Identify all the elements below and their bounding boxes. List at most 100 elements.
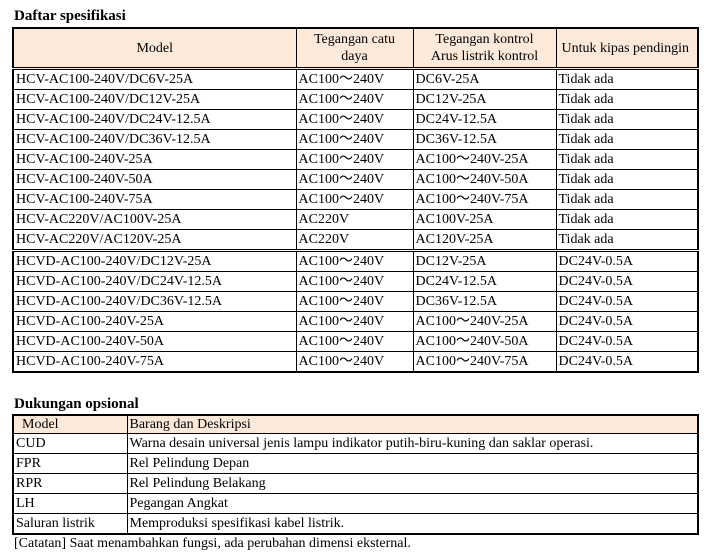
model-cell: HCV-AC100-240V/DC6V-25A xyxy=(12,68,297,90)
supply-voltage-cell: AC100～240V xyxy=(295,149,414,170)
option-header-description-label: Barang dan Deskripsi xyxy=(129,417,251,432)
header-supply-voltage: Tegangan catu daya xyxy=(295,28,414,70)
model-cell: HCV-AC100-240V/DC12V-25A xyxy=(12,89,297,110)
header-fan-label: Untuk kipas pendingin xyxy=(561,40,690,56)
supply-voltage-cell: AC100～240V xyxy=(295,331,414,352)
supply-voltage-cell: AC100～240V xyxy=(295,89,414,110)
table-row: Saluran listrik Memproduksi spesifikasi k… xyxy=(12,513,699,535)
header-model-label: Model xyxy=(136,40,174,56)
spec-table: Model Tegangan catu daya Tegangan kontro… xyxy=(12,27,699,373)
option-description-cell: Pegangan Angkat xyxy=(126,493,699,514)
control-cell: AC120V-25A xyxy=(412,229,557,251)
control-cell: DC12V-25A xyxy=(412,249,557,272)
cooling-fan-cell: Tidak ada xyxy=(555,109,699,130)
option-header-row: Model Barang dan Deskripsi xyxy=(12,414,699,434)
model-cell: HCV-AC100-240V/DC36V-12.5A xyxy=(12,129,297,150)
table-row: HCV-AC100-240V-50A AC100～240V AC100～240V-5… xyxy=(12,169,699,190)
control-cell: AC100～240V-75A xyxy=(412,351,557,373)
cooling-fan-cell: DC24V-0.5A xyxy=(555,351,699,373)
option-header-model: Model xyxy=(12,414,128,434)
table-row: HCVD-AC100-240V-25A AC100～240V AC100～240V-… xyxy=(12,311,699,332)
header-control: Tegangan kontrol Arus listrik kontrol xyxy=(412,28,557,70)
option-section-title: Dukungan opsional xyxy=(14,396,139,412)
cooling-fan-cell: Tidak ada xyxy=(555,68,699,90)
header-supply-line1: Tegangan catu xyxy=(313,32,396,47)
supply-voltage-cell: AC100～240V xyxy=(295,291,414,312)
cooling-fan-cell: Tidak ada xyxy=(555,149,699,170)
table-row: HCV-AC100-240V-25A AC100～240V AC100～240V-2… xyxy=(12,149,699,170)
table-row: HCVD-AC100-240V-50A AC100～240V AC100～240V-… xyxy=(12,331,699,352)
spec-section-title: Daftar spesifikasi xyxy=(14,8,126,24)
model-cell: HCV-AC100-240V-75A xyxy=(12,189,297,210)
table-row: HCV-AC100-240V/DC6V-25A AC100～240V DC6V-25… xyxy=(12,68,699,90)
cooling-fan-cell: Tidak ada xyxy=(555,189,699,210)
model-cell: HCVD-AC100-240V-25A xyxy=(12,311,297,332)
model-cell: HCVD-AC100-240V/DC12V-25A xyxy=(12,249,297,272)
cooling-fan-cell: Tidak ada xyxy=(555,89,699,110)
header-control-line1: Tegangan kontrol xyxy=(435,32,534,47)
control-cell: DC24V-12.5A xyxy=(412,271,557,292)
option-table-body: CUD Warna desain universal jenis lampu in… xyxy=(12,433,699,535)
option-description-cell: Memproduksi spesifikasi kabel listrik. xyxy=(126,513,699,535)
option-description-cell: Rel Pelindung Belakang xyxy=(126,473,699,494)
table-row: HCV-AC220V/AC100V-25A AC220V AC100V-25A Tid… xyxy=(12,209,699,230)
footnote: [Catatan] Saat menambahkan fungsi, ada p… xyxy=(14,536,411,551)
supply-voltage-cell: AC100～240V xyxy=(295,68,414,90)
model-cell: HCV-AC100-240V/DC24V-12.5A xyxy=(12,109,297,130)
control-cell: DC12V-25A xyxy=(412,89,557,110)
option-header-model-label: Model xyxy=(22,417,59,432)
control-cell: AC100～240V-50A xyxy=(412,169,557,190)
table-row: HCV-AC100-240V/DC24V-12.5A AC100～240V DC24… xyxy=(12,109,699,130)
table-row: CUD Warna desain universal jenis lampu in… xyxy=(12,433,699,454)
model-cell: HCVD-AC100-240V/DC24V-12.5A xyxy=(12,271,297,292)
supply-voltage-cell: AC100～240V xyxy=(295,351,414,373)
option-description-cell: Warna desain universal jenis lampu indik… xyxy=(126,433,699,454)
supply-voltage-cell: AC220V xyxy=(295,229,414,251)
control-cell: AC100～240V-25A xyxy=(412,311,557,332)
cooling-fan-cell: DC24V-0.5A xyxy=(555,311,699,332)
table-row: HCVD-AC100-240V/DC24V-12.5A AC100～240V DC2… xyxy=(12,271,699,292)
header-model: Model xyxy=(12,28,297,70)
header-cooling-fan: Untuk kipas pendingin xyxy=(555,28,699,70)
option-model-cell: CUD xyxy=(12,433,128,454)
cooling-fan-cell: Tidak ada xyxy=(555,169,699,190)
table-row: FPR Rel Pelindung Depan xyxy=(12,453,699,474)
cooling-fan-cell: DC24V-0.5A xyxy=(555,249,699,272)
cooling-fan-cell: Tidak ada xyxy=(555,209,699,230)
table-row: HCV-AC100-240V/DC36V-12.5A AC100～240V DC36… xyxy=(12,129,699,150)
table-row: HCV-AC100-240V-75A AC100～240V AC100～240V-7… xyxy=(12,189,699,210)
table-row: HCVD-AC100-240V/DC12V-25A AC100～240V DC12V… xyxy=(12,249,699,272)
supply-voltage-cell: AC100～240V xyxy=(295,311,414,332)
cooling-fan-cell: DC24V-0.5A xyxy=(555,271,699,292)
table-row: RPR Rel Pelindung Belakang xyxy=(12,473,699,494)
option-model-cell: Saluran listrik xyxy=(12,513,128,535)
control-cell: DC36V-12.5A xyxy=(412,129,557,150)
model-cell: HCV-AC100-240V-50A xyxy=(12,169,297,190)
option-model-cell: FPR xyxy=(12,453,128,474)
spec-header-row: Model Tegangan catu daya Tegangan kontro… xyxy=(12,28,699,70)
model-cell: HCV-AC100-240V-25A xyxy=(12,149,297,170)
control-cell: AC100～240V-75A xyxy=(412,189,557,210)
cooling-fan-cell: DC24V-0.5A xyxy=(555,291,699,312)
control-cell: AC100V-25A xyxy=(412,209,557,230)
table-row: HCV-AC220V/AC120V-25A AC220V AC120V-25A Tid… xyxy=(12,229,699,251)
supply-voltage-cell: AC100～240V xyxy=(295,129,414,150)
table-row: HCVD-AC100-240V/DC36V-12.5A AC100～240V DC3… xyxy=(12,291,699,312)
supply-voltage-cell: AC100～240V xyxy=(295,169,414,190)
cooling-fan-cell: DC24V-0.5A xyxy=(555,331,699,352)
supply-voltage-cell: AC100～240V xyxy=(295,249,414,272)
option-header-description: Barang dan Deskripsi xyxy=(126,414,699,434)
supply-voltage-cell: AC100～240V xyxy=(295,109,414,130)
header-supply-line2: daya xyxy=(341,49,368,64)
header-control-line2: Arus listrik kontrol xyxy=(430,49,539,64)
table-row: HCV-AC100-240V/DC12V-25A AC100～240V DC12V-… xyxy=(12,89,699,110)
control-cell: AC100～240V-25A xyxy=(412,149,557,170)
supply-voltage-cell: AC100～240V xyxy=(295,189,414,210)
model-cell: HCV-AC220V/AC100V-25A xyxy=(12,209,297,230)
control-cell: DC36V-12.5A xyxy=(412,291,557,312)
model-cell: HCVD-AC100-240V-75A xyxy=(12,351,297,373)
control-cell: DC6V-25A xyxy=(412,68,557,90)
option-model-cell: LH xyxy=(12,493,128,514)
table-row: LH Pegangan Angkat xyxy=(12,493,699,514)
option-model-cell: RPR xyxy=(12,473,128,494)
